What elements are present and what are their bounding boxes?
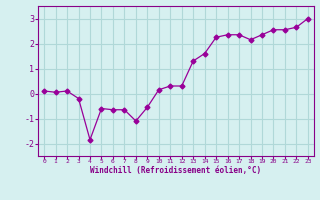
X-axis label: Windchill (Refroidissement éolien,°C): Windchill (Refroidissement éolien,°C): [91, 166, 261, 175]
